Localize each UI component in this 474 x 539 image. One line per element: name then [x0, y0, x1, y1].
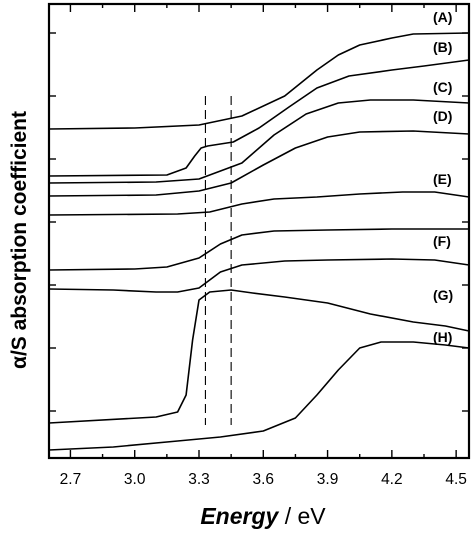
x-tick-label: 3.3: [188, 471, 210, 488]
x-tick-label: 2.7: [60, 471, 82, 488]
x-tick-label: 4.2: [381, 471, 403, 488]
x-tick-label: 3.6: [253, 471, 275, 488]
series-line-e: [48, 191, 470, 216]
plot-frame: [47, 2, 471, 460]
series-line-a: [48, 32, 470, 130]
series-label-g: (G): [433, 287, 453, 303]
y-axis-title: α/S absorption coefficient: [8, 111, 31, 369]
x-axis-title-unit: / eV: [278, 503, 326, 529]
x-tick-label: 3.0: [124, 471, 146, 488]
series-line-unlabeled: [48, 341, 470, 451]
series-line-d: [48, 130, 470, 197]
reference-lines: [204, 96, 232, 425]
series-label-b: (B): [433, 39, 452, 55]
series-line-c: [48, 99, 470, 184]
series-label-c: (C): [433, 79, 452, 95]
series-line-g: [48, 258, 470, 293]
x-axis-title: Energy / eV: [200, 503, 326, 529]
series-label-h: (H): [433, 329, 452, 345]
series-label-f: (F): [433, 233, 451, 249]
x-tick-labels: 2.7 3.0 3.3 3.6 3.9 4.2 4.5: [60, 471, 467, 488]
series-line-h: [48, 289, 470, 424]
series-lines: [48, 32, 470, 451]
series-label-d: (D): [433, 108, 452, 124]
series-label-e: (E): [433, 171, 452, 187]
series-label-a: (A): [433, 9, 452, 25]
x-tick-label: 3.9: [317, 471, 339, 488]
x-tick-label: 4.5: [445, 471, 467, 488]
series-labels: (A) (B) (C) (D) (E) (F) (G) (H): [433, 9, 453, 345]
series-line-b: [48, 59, 470, 177]
axis-ticks: [49, 4, 469, 458]
x-axis-title-main: Energy: [200, 503, 279, 529]
